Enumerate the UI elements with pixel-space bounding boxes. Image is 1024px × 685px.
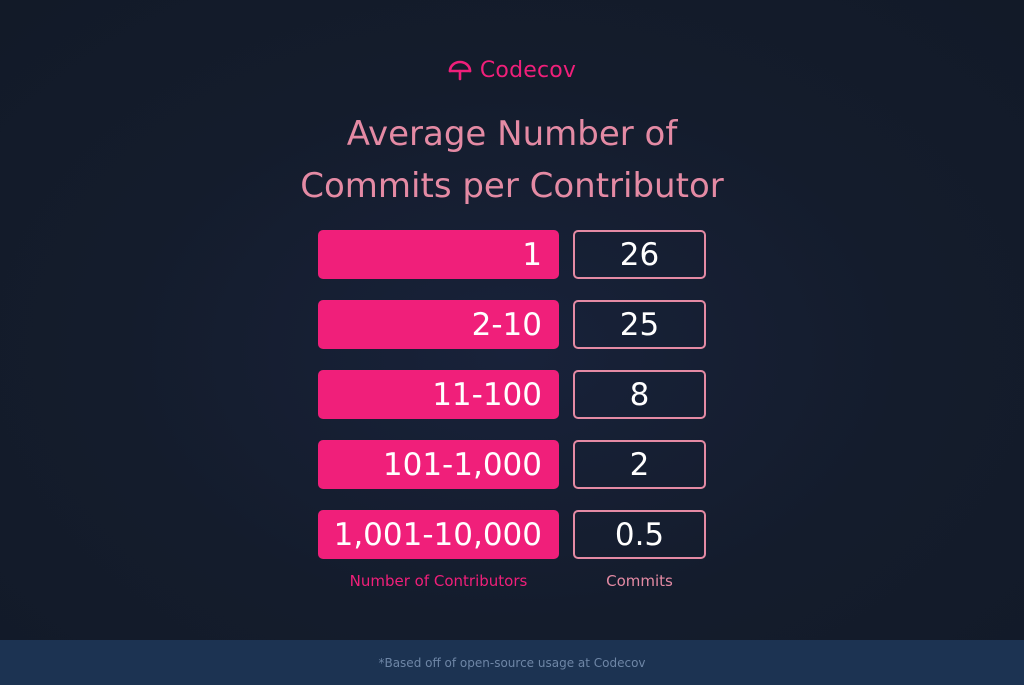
category-bar: 11-100 <box>318 370 559 419</box>
brand-name: Codecov <box>479 58 577 83</box>
category-bar: 101-1,000 <box>318 440 559 489</box>
data-rows: 1 26 2-10 25 11-100 8 101-1,000 2 1,001-… <box>318 230 708 580</box>
contributors-axis-label: Number of Contributors <box>349 572 528 590</box>
footnote: *Based off of open-source usage at Codec… <box>378 655 646 670</box>
category-bar: 1,001-10,000 <box>318 510 559 559</box>
chart-title: Average Number of Commits per Contributo… <box>0 108 1024 212</box>
data-row: 101-1,000 2 <box>318 440 708 489</box>
footer-bar: *Based off of open-source usage at Codec… <box>0 640 1024 685</box>
value-box: 26 <box>573 230 706 279</box>
chart-title-line-2: Commits per Contributor <box>300 166 724 206</box>
infographic-canvas: Codecov Average Number of Commits per Co… <box>0 0 1024 640</box>
value-box: 2 <box>573 440 706 489</box>
value-box: 8 <box>573 370 706 419</box>
data-row: 2-10 25 <box>318 300 708 349</box>
value-box: 0.5 <box>573 510 706 559</box>
value-box: 25 <box>573 300 706 349</box>
brand-header: Codecov <box>0 58 1024 83</box>
data-row: 11-100 8 <box>318 370 708 419</box>
data-row: 1,001-10,000 0.5 <box>318 510 708 559</box>
data-row: 1 26 <box>318 230 708 279</box>
category-bar: 2-10 <box>318 300 559 349</box>
commits-axis-label: Commits <box>606 572 673 590</box>
chart-title-line-1: Average Number of <box>346 114 678 154</box>
codecov-umbrella-icon <box>448 60 472 82</box>
category-bar: 1 <box>318 230 559 279</box>
